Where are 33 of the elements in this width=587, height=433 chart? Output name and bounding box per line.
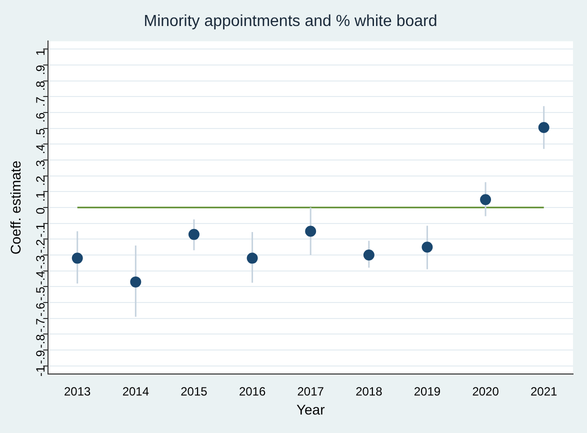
x-tick-label: 2015 (180, 384, 208, 398)
y-tick-label: -.6 (34, 302, 48, 317)
x-tick-label: 2020 (472, 384, 500, 398)
x-tick-label: 2017 (297, 384, 324, 398)
x-tick-label: 2019 (414, 384, 441, 398)
y-tick-label: .7 (34, 96, 48, 107)
y-tick-label: -1 (34, 366, 48, 377)
y-tick-label: -.4 (34, 270, 48, 285)
y-tick-label: .1 (34, 191, 48, 202)
y-tick-label: -.3 (34, 254, 48, 270)
y-tick-label: 0 (34, 207, 48, 214)
y-tick-label: -.1 (34, 223, 48, 238)
y-tick-label: .8 (34, 80, 48, 91)
x-tick-label: 2021 (530, 384, 558, 398)
y-tick-label: .9 (34, 64, 48, 75)
y-tick-label: .4 (34, 144, 48, 154)
y-tick-label: -.9 (34, 350, 48, 364)
y-tick-label: .2 (34, 176, 48, 186)
x-tick-label: 2016 (238, 384, 266, 398)
x-axis-title: Year (296, 401, 326, 418)
y-tick-label: -.7 (34, 318, 48, 332)
y-tick-label: .3 (34, 160, 48, 170)
y-tick-label: -.5 (34, 286, 48, 301)
x-tick-label: 2013 (64, 384, 92, 398)
y-tick-label: 1 (34, 48, 48, 56)
x-tick-label: 2014 (122, 384, 150, 398)
y-tick-label: -.8 (34, 334, 48, 348)
y-axis-title: Coeff. estimate (7, 160, 24, 254)
y-tick-label: .5 (34, 128, 48, 138)
y-tick-label: -.2 (34, 238, 48, 254)
y-tick-label: .6 (34, 112, 48, 122)
chart-title: Minority appointments and % white board (144, 13, 438, 30)
x-tick-label: 2018 (356, 384, 383, 398)
